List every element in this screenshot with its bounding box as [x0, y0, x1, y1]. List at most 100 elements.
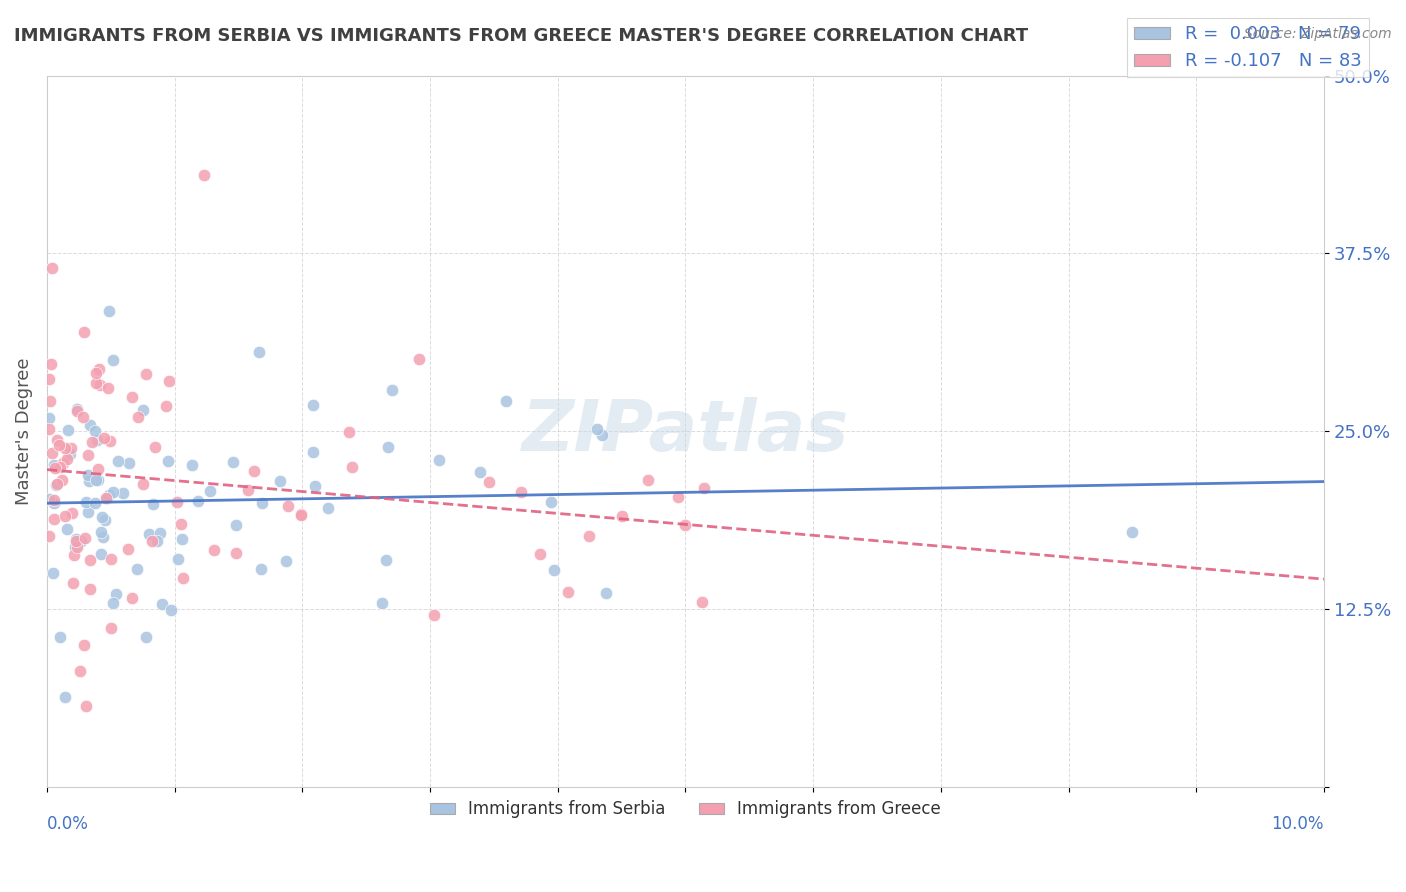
Point	[125, 562, 148, 576]
Point	[42, 458, 65, 472]
Point	[166, 495, 188, 509]
Point	[301, 445, 323, 459]
Point	[42, 496, 65, 510]
Point	[55, 452, 77, 467]
Point	[97, 304, 120, 318]
Point	[543, 563, 565, 577]
Point	[578, 528, 600, 542]
Point	[141, 533, 163, 548]
Point	[157, 374, 180, 388]
Point	[118, 456, 141, 470]
Point	[135, 367, 157, 381]
Point	[87, 473, 110, 487]
Point	[39, 393, 62, 408]
Point	[44, 460, 66, 475]
Point	[38, 491, 60, 506]
Point	[131, 402, 153, 417]
Text: IMMIGRANTS FROM SERBIA VS IMMIGRANTS FROM GREECE MASTER'S DEGREE CORRELATION CHA: IMMIGRANTS FROM SERBIA VS IMMIGRANTS FRO…	[14, 27, 1028, 45]
Point	[48, 460, 70, 475]
Point	[429, 452, 451, 467]
Point	[690, 595, 713, 609]
Point	[69, 664, 91, 678]
Point	[38, 410, 60, 425]
Point	[48, 438, 70, 452]
Point	[77, 467, 100, 482]
Point	[79, 553, 101, 567]
Point	[156, 454, 179, 468]
Point	[468, 466, 491, 480]
Point	[250, 562, 273, 576]
Point	[107, 454, 129, 468]
Point	[72, 410, 94, 425]
Point	[131, 476, 153, 491]
Point	[51, 473, 73, 487]
Point	[84, 366, 107, 380]
Point	[82, 434, 104, 449]
Point	[73, 325, 96, 339]
Point	[586, 422, 609, 436]
Point	[76, 504, 98, 518]
Point	[301, 398, 323, 412]
Point	[243, 464, 266, 478]
Point	[637, 473, 659, 487]
Point	[595, 586, 617, 600]
Point	[53, 509, 76, 524]
Point	[38, 372, 60, 386]
Point	[121, 390, 143, 404]
Point	[69, 533, 91, 548]
Point	[172, 571, 194, 585]
Point	[83, 424, 105, 438]
Point	[59, 442, 82, 456]
Point	[75, 698, 97, 713]
Point	[84, 474, 107, 488]
Point	[290, 507, 312, 521]
Point	[41, 446, 63, 460]
Point	[510, 484, 533, 499]
Point	[91, 530, 114, 544]
Point	[111, 486, 134, 500]
Point	[340, 460, 363, 475]
Point	[135, 630, 157, 644]
Point	[591, 427, 613, 442]
Point	[90, 524, 112, 539]
Point	[60, 506, 83, 520]
Legend: Immigrants from Serbia, Immigrants from Greece: Immigrants from Serbia, Immigrants from …	[423, 794, 948, 825]
Point	[149, 525, 172, 540]
Point	[58, 424, 80, 438]
Point	[610, 509, 633, 524]
Point	[101, 352, 124, 367]
Text: 10.0%: 10.0%	[1271, 815, 1324, 833]
Point	[381, 384, 404, 398]
Point	[529, 547, 551, 561]
Point	[66, 402, 89, 417]
Point	[222, 455, 245, 469]
Point	[38, 422, 60, 436]
Point	[247, 344, 270, 359]
Point	[170, 516, 193, 531]
Point	[62, 576, 84, 591]
Point	[93, 431, 115, 445]
Point	[52, 456, 75, 470]
Point	[138, 526, 160, 541]
Point	[478, 475, 501, 489]
Point	[121, 591, 143, 605]
Point	[181, 458, 204, 472]
Point	[77, 449, 100, 463]
Point	[84, 376, 107, 391]
Point	[202, 543, 225, 558]
Point	[79, 418, 101, 433]
Point	[75, 495, 97, 509]
Point	[42, 492, 65, 507]
Point	[45, 434, 67, 448]
Point	[105, 586, 128, 600]
Point	[73, 638, 96, 652]
Text: Source: ZipAtlas.com: Source: ZipAtlas.com	[1244, 27, 1392, 41]
Point	[187, 493, 209, 508]
Point	[56, 522, 79, 536]
Point	[117, 541, 139, 556]
Point	[370, 596, 392, 610]
Point	[98, 434, 121, 448]
Point	[63, 540, 86, 554]
Point	[127, 409, 149, 424]
Point	[77, 475, 100, 489]
